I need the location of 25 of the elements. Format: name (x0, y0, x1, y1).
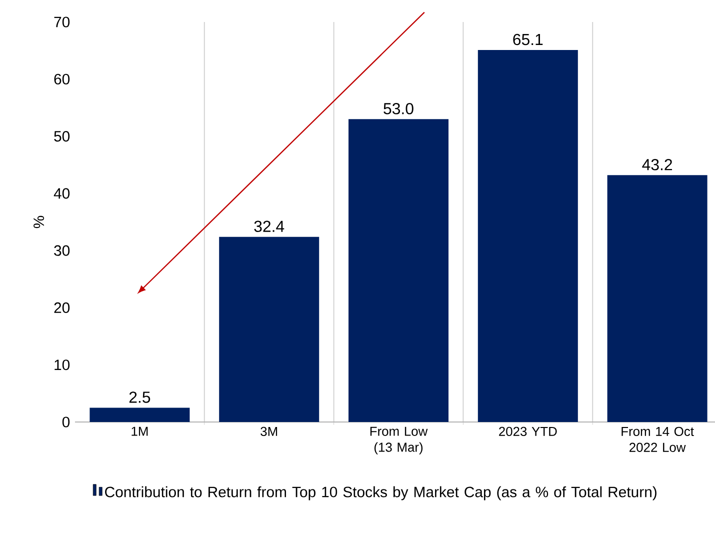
text: 65.1 (513, 34, 543, 46)
x-tick-label: 2023 YTD (499, 426, 557, 436)
bar (90, 408, 190, 422)
text: 2.5 (129, 392, 150, 403)
text: 53.0 (384, 103, 414, 114)
legend-label: Contribution to Return from Top 10 Stocks by Market Cap (as a % of Total Return) (105, 486, 656, 500)
y-tick-label: 60 (54, 74, 70, 84)
y-tick-label: 40 (54, 188, 70, 199)
y-axis-title: % (34, 216, 44, 228)
x-tick-label: 3M (260, 426, 278, 436)
y-tick-label: 70 (54, 16, 70, 28)
bar (478, 50, 578, 422)
y-tick-label: 10 (54, 360, 70, 370)
y-tick-label: 30 (54, 245, 70, 256)
y-tick-label: 0 (62, 416, 70, 428)
x-tick-label: From 14 Oct 2022 Low (622, 426, 694, 452)
x-tick-label: 1M (132, 426, 148, 436)
y-tick-label: 20 (54, 302, 70, 313)
bar (348, 119, 448, 422)
text: 43.2 (642, 159, 672, 170)
bar (607, 175, 708, 422)
x-tick-label: From Low (13 Mar) (370, 426, 428, 454)
bar (219, 236, 320, 422)
y-tick-label: 50 (54, 130, 70, 142)
text: 32.4 (254, 220, 284, 232)
